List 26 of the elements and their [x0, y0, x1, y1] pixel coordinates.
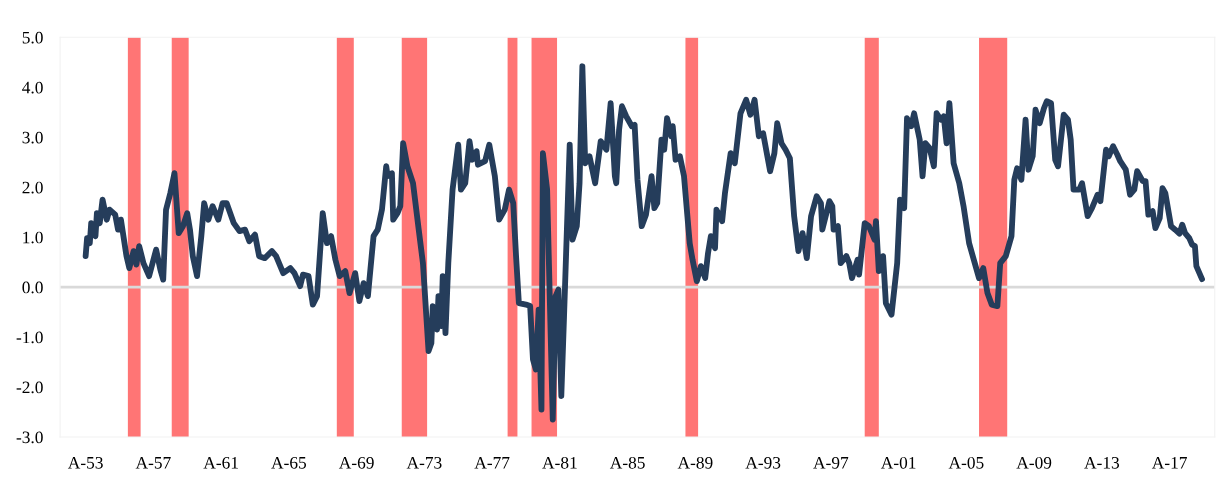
x-tick-label: A-61 [203, 456, 238, 469]
x-tick-label: A-93 [745, 456, 781, 469]
y-tick-label: 4.0 [22, 81, 43, 94]
y-tick-label: -2.0 [16, 381, 43, 394]
y-tick-label: 5.0 [22, 31, 43, 44]
x-tick-label: A-77 [474, 457, 510, 469]
x-tick-label: A-53 [67, 456, 103, 469]
x-tick-label: A-01 [880, 456, 916, 469]
y-tick-label: 3.0 [22, 131, 43, 144]
x-tick-label: A-73 [406, 456, 442, 469]
x-tick-label: A-09 [1016, 456, 1052, 469]
x-tick-label: A-57 [135, 457, 171, 469]
y-tick-label: 1.0 [23, 231, 43, 244]
x-tick-label: A-89 [677, 456, 713, 469]
x-tick-label: A-69 [338, 456, 374, 469]
y-tick-label: 0.0 [22, 281, 43, 294]
x-tick-label: A-13 [1084, 456, 1120, 469]
x-tick-label: A-05 [948, 456, 984, 469]
x-tick-label: A-81 [542, 456, 577, 469]
x-tick-label: A-97 [813, 456, 849, 469]
y-tick-label: -1.0 [16, 331, 43, 344]
x-tick-label: A-85 [609, 456, 645, 469]
y-tick-label: -3.0 [16, 431, 43, 444]
x-tick-label: A-65 [271, 456, 307, 469]
x-tick-label: A-17 [1151, 457, 1187, 469]
y-tick-label: 2.0 [22, 181, 43, 194]
